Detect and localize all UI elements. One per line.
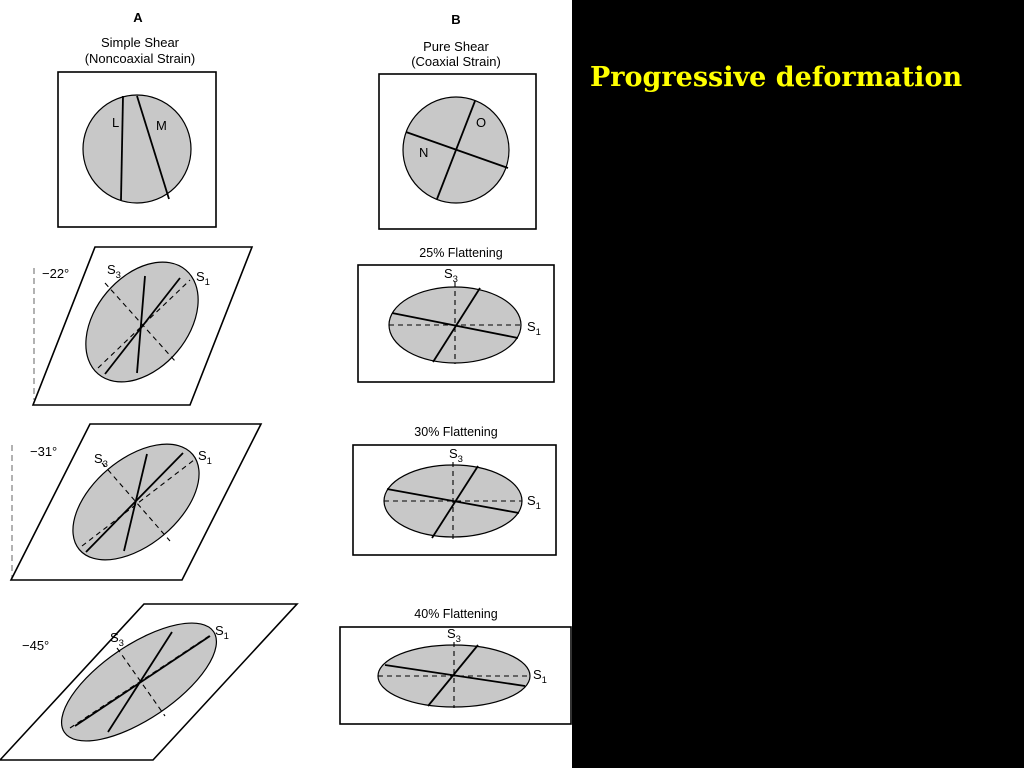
axis-s1-line: [81, 459, 195, 547]
pure-shear-square: [378, 73, 537, 230]
simple-shear-initial: L M: [57, 71, 217, 228]
label-n: N: [419, 145, 428, 160]
slide-title: Progressive deformation: [590, 62, 963, 93]
simple-shear-stage-3: −45° S3 S1: [0, 603, 299, 761]
label-m: M: [156, 118, 167, 133]
axis-s3-label: S3: [447, 626, 461, 645]
axis-s1-label: S1: [533, 667, 547, 686]
simple-shear-stage-2: −31° S3 S1: [9, 423, 263, 581]
axis-s3-label: S3: [444, 266, 458, 285]
axis-s3-line: [116, 647, 166, 717]
flattening-label: 30% Flattening: [414, 425, 497, 439]
sheared-parallelogram: [0, 603, 299, 761]
label-o: O: [476, 115, 486, 130]
pure-shear-stage-2: 30% Flattening S3 S1: [352, 425, 557, 556]
axis-s3-label: S3: [449, 446, 463, 465]
line-n: [405, 131, 509, 169]
simple-shear-stage-1: −22° S3 S1: [31, 246, 254, 406]
axis-s1-label: S1: [198, 448, 212, 467]
line-m-deformed: [85, 452, 184, 553]
line-n-deformed: [386, 488, 520, 514]
line-l-deformed: [136, 275, 146, 374]
axis-s3-label: S3: [94, 451, 108, 470]
line-m-deformed: [74, 635, 211, 727]
flattening-label: 25% Flattening: [419, 246, 502, 260]
axis-s3-label: S3: [110, 630, 124, 649]
column-b-letter: B: [451, 12, 460, 27]
sheared-parallelogram: [9, 423, 263, 581]
column-a-subtitle: (Noncoaxial Strain): [85, 51, 196, 66]
flattening-label: 40% Flattening: [414, 607, 497, 621]
shear-angle: −31°: [30, 444, 57, 459]
line-m-deformed: [104, 277, 181, 375]
figure-panel: A Simple Shear (Noncoaxial Strain) L M −…: [0, 0, 572, 768]
sheared-parallelogram: [31, 246, 254, 406]
column-b-subtitle: (Coaxial Strain): [411, 54, 501, 69]
column-a-letter: A: [133, 10, 143, 25]
line-l: [120, 95, 124, 201]
pure-shear-stage-3: 40% Flattening S3 S1: [339, 607, 572, 725]
axis-s1-label: S1: [196, 269, 210, 288]
pure-shear-initial: O N: [378, 73, 537, 230]
axis-s3-label: S3: [107, 262, 121, 281]
pure-shear-box: [352, 444, 557, 556]
line-m: [136, 95, 170, 200]
line-n-deformed: [391, 312, 519, 339]
axis-s1-label: S1: [527, 319, 541, 338]
pure-shear-box: [357, 264, 555, 383]
pure-shear-stage-1: 25% Flattening S3 S1: [357, 246, 555, 383]
axis-s1-label: S1: [527, 493, 541, 512]
line-n-deformed: [384, 664, 526, 687]
column-b-title: Pure Shear: [423, 39, 489, 54]
strain-diagram: A Simple Shear (Noncoaxial Strain) L M −…: [0, 10, 572, 761]
simple-shear-square: [57, 71, 217, 228]
column-a-title: Simple Shear: [101, 35, 180, 50]
axis-s1-label: S1: [215, 623, 229, 642]
shear-angle: −45°: [22, 638, 49, 653]
shear-angle: −22°: [42, 266, 69, 281]
label-l: L: [112, 115, 119, 130]
pure-shear-box: [339, 626, 572, 725]
simple-shear-circle: [82, 94, 192, 204]
